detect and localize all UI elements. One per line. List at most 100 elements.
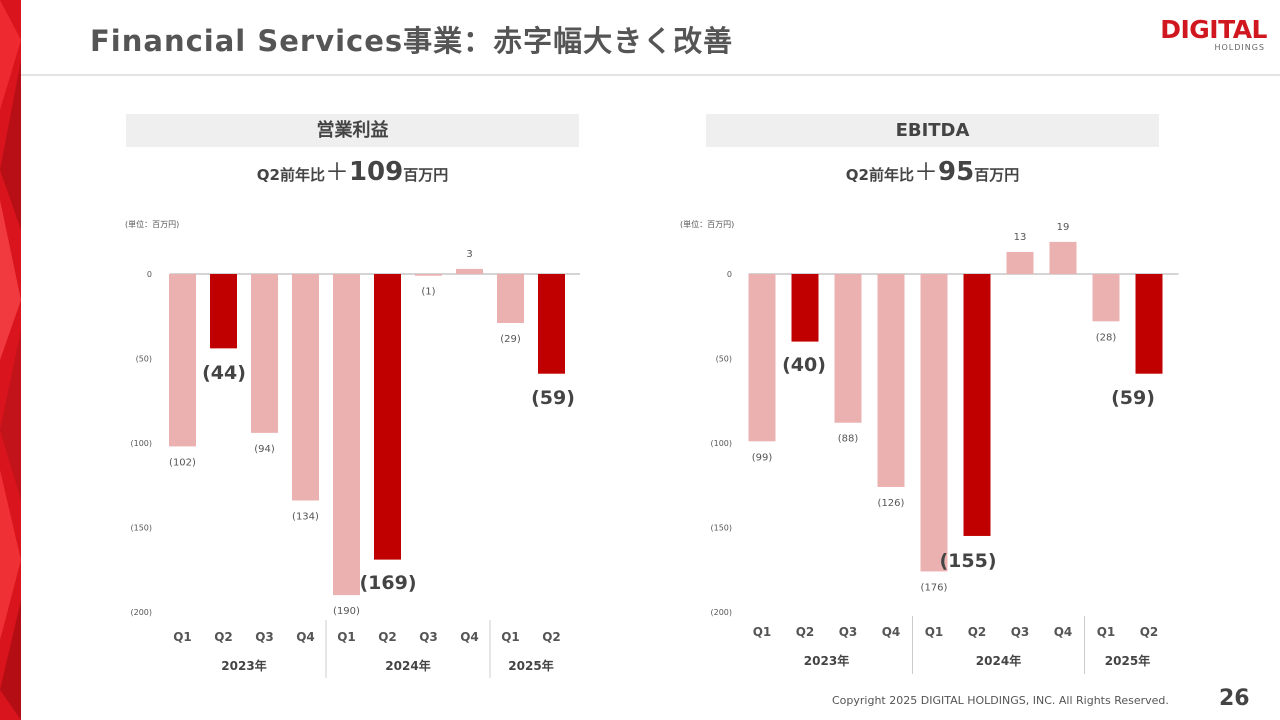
bar: [374, 274, 401, 560]
data-label: (134): [292, 511, 319, 522]
year-group-label: 2024年: [976, 653, 1021, 668]
bar: [1092, 274, 1120, 322]
bar: [456, 268, 483, 274]
x-tick-label: Q4: [1054, 625, 1073, 639]
panel-header-operating-income: 営業利益: [126, 114, 579, 147]
y-tick-label: (200): [710, 608, 732, 617]
data-label: (28): [1096, 332, 1117, 343]
yoy-prefix: Q2前年比: [256, 166, 325, 184]
data-label: (190): [333, 606, 360, 617]
data-label: (94): [254, 444, 275, 455]
bar: [791, 274, 819, 342]
data-label: 3: [466, 249, 472, 260]
data-label: (59): [1111, 387, 1155, 409]
y-tick-label: (150): [130, 524, 152, 533]
x-tick-label: Q2: [1140, 625, 1159, 639]
logo-wordmark: DIGITAL: [1160, 15, 1267, 44]
x-tick-label: Q1: [1097, 625, 1116, 639]
data-label: (169): [359, 572, 416, 594]
operating-income-yoy-summary: Q2前年比＋109百万円: [126, 152, 579, 187]
y-tick-label: (50): [716, 355, 732, 364]
data-label: 19: [1057, 222, 1070, 233]
data-label: (29): [500, 334, 521, 345]
copyright-footer: Copyright 2025 DIGITAL HOLDINGS, INC. Al…: [832, 694, 1169, 707]
y-tick-label: (100): [710, 439, 732, 448]
bar: [292, 274, 319, 501]
bar: [538, 274, 565, 374]
data-label: (102): [169, 457, 196, 468]
bar: [1049, 241, 1077, 274]
bar: [497, 274, 524, 324]
data-label: (88): [838, 434, 859, 445]
x-tick-label: Q2: [796, 625, 815, 639]
y-tick-label: 0: [727, 270, 732, 279]
panel-header-ebitda: EBITDA: [706, 114, 1159, 147]
data-label: (1): [421, 287, 435, 298]
bar: [210, 274, 237, 349]
data-label: (99): [752, 452, 773, 463]
y-tick-label: (100): [130, 439, 152, 448]
bar: [1135, 274, 1163, 374]
y-tick-label: (50): [136, 355, 152, 364]
data-label: (176): [921, 582, 948, 593]
x-tick-label: Q1: [925, 625, 944, 639]
year-group-label: 2024年: [385, 658, 430, 673]
side-decoration-strip: [0, 0, 21, 720]
operating-income-bar-chart: 0 (50) (100) (150) (200) (102) (44) (94) (134) (1…: [130, 249, 580, 678]
year-group-label: 2023年: [804, 653, 849, 668]
yoy-sign: ＋: [914, 158, 938, 186]
x-tick-label: Q2: [968, 625, 987, 639]
yoy-prefix: Q2前年比: [845, 166, 914, 184]
year-group-label: 2025年: [1105, 653, 1150, 668]
yoy-value: 95: [938, 157, 975, 187]
data-label: (126): [878, 498, 905, 509]
company-logo: DIGITAL HOLDINGS: [1147, 16, 1267, 56]
x-tick-label: Q3: [255, 630, 274, 644]
unit-label: (単位：百万円): [125, 220, 180, 229]
x-tick-label: Q4: [882, 625, 901, 639]
x-tick-label: Q2: [214, 630, 233, 644]
x-tick-label: Q3: [1011, 625, 1030, 639]
data-label: (44): [202, 362, 246, 384]
data-label: 13: [1014, 232, 1027, 243]
x-tick-label: Q3: [839, 625, 858, 639]
bar: [963, 274, 991, 536]
bar: [877, 274, 905, 487]
unit-label: (単位：百万円): [680, 220, 735, 229]
bar: [920, 274, 948, 572]
y-tick-label: (150): [710, 524, 732, 533]
x-tick-label: Q4: [460, 630, 479, 644]
bar: [834, 274, 862, 423]
page-number: 26: [1219, 686, 1250, 711]
ebitda-yoy-summary: Q2前年比＋95百万円: [706, 152, 1159, 187]
x-tick-label: Q1: [337, 630, 356, 644]
y-tick-label: (200): [130, 608, 152, 617]
data-label: (40): [782, 354, 826, 376]
bar: [415, 274, 442, 276]
x-tick-label: Q2: [378, 630, 397, 644]
yoy-suffix: 百万円: [403, 166, 449, 184]
x-tick-label: Q3: [419, 630, 438, 644]
title-divider: [21, 74, 1280, 76]
ebitda-bar-chart: 0 (50) (100) (150) (200) (99) (40) (88) (126) (17…: [710, 222, 1179, 674]
x-tick-label: Q4: [296, 630, 315, 644]
x-tick-label: Q1: [753, 625, 772, 639]
data-label: (155): [939, 550, 996, 572]
data-label: (59): [531, 387, 575, 409]
yoy-value: 109: [348, 157, 404, 187]
logo-subtext: HOLDINGS: [1214, 43, 1265, 52]
x-tick-label: Q2: [542, 630, 561, 644]
yoy-sign: ＋: [324, 158, 349, 186]
y-tick-label: 0: [147, 270, 152, 279]
x-tick-label: Q1: [173, 630, 192, 644]
year-group-label: 2025年: [508, 658, 553, 673]
bar: [333, 274, 360, 596]
page-title: Financial Services事業：赤字幅大きく改善: [90, 24, 734, 58]
bar: [748, 274, 776, 442]
bar: [251, 274, 278, 433]
x-tick-label: Q1: [501, 630, 520, 644]
year-group-label: 2023年: [221, 658, 266, 673]
bar: [1006, 252, 1034, 274]
yoy-suffix: 百万円: [974, 166, 1020, 184]
bar: [169, 274, 196, 447]
